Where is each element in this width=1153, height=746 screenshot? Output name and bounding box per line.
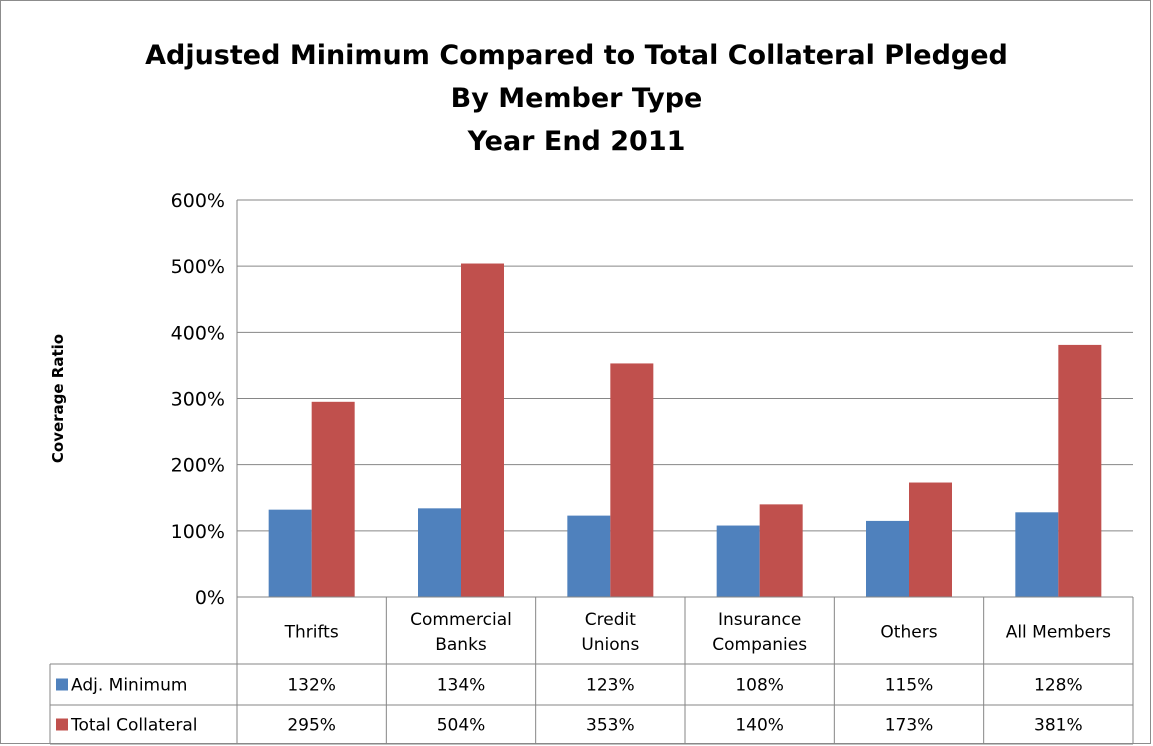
category-label: Credit [585, 610, 636, 630]
data-value-label: 353% [586, 716, 635, 736]
legend-label-adj-minimum: Adj. Minimum [71, 676, 187, 696]
data-value-label: 123% [586, 676, 635, 696]
bar-adj-minimum-2 [567, 515, 611, 597]
chart-title-line-3: Year End 2011 [467, 126, 686, 157]
data-value-label: 132% [287, 676, 336, 696]
bar-total-collateral-0 [311, 401, 355, 597]
y-tick-label: 500% [171, 256, 225, 278]
data-value-label: 140% [735, 716, 784, 736]
bar-adj-minimum-3 [716, 525, 760, 597]
bar-adj-minimum-0 [268, 509, 312, 597]
category-label: Others [880, 623, 937, 643]
y-tick-label: 600% [171, 190, 225, 212]
chart-title-line-2: By Member Type [450, 83, 703, 114]
data-value-label: 134% [437, 676, 486, 696]
bar-adj-minimum-1 [418, 508, 461, 597]
y-tick-label: 0% [195, 587, 225, 609]
data-value-label: 173% [885, 716, 934, 736]
y-tick-label: 100% [171, 521, 225, 543]
chart-title-line-1: Adjusted Minimum Compared to Total Colla… [145, 40, 1008, 71]
data-value-label: 504% [437, 716, 486, 736]
category-label: Insurance [718, 610, 801, 630]
data-value-label: 128% [1034, 676, 1083, 696]
y-tick-label: 300% [171, 389, 225, 411]
category-label: Banks [435, 635, 487, 655]
bar-total-collateral-3 [759, 504, 803, 597]
category-label: Companies [712, 635, 807, 655]
y-tick-label: 400% [171, 322, 225, 344]
category-label: Unions [581, 635, 639, 655]
category-label: Thrifts [284, 623, 339, 643]
bar-total-collateral-1 [461, 263, 504, 597]
category-label: All Members [1006, 623, 1111, 643]
bar-total-collateral-5 [1058, 344, 1102, 597]
data-value-label: 115% [885, 676, 934, 696]
bar-adj-minimum-4 [866, 520, 909, 597]
legend-key-adj-minimum [56, 678, 68, 691]
legend-label-total-collateral: Total Collateral [70, 716, 198, 736]
legend-key-total-collateral [56, 718, 68, 731]
y-tick-label: 200% [171, 455, 225, 477]
bar-total-collateral-2 [610, 363, 654, 597]
category-label: Commercial [410, 610, 512, 630]
data-value-label: 295% [287, 716, 336, 736]
data-value-label: 108% [735, 676, 784, 696]
bar-total-collateral-4 [909, 482, 952, 597]
data-value-label: 381% [1034, 716, 1083, 736]
y-axis-label: Coverage Ratio [49, 334, 67, 463]
bar-adj-minimum-5 [1015, 512, 1059, 597]
